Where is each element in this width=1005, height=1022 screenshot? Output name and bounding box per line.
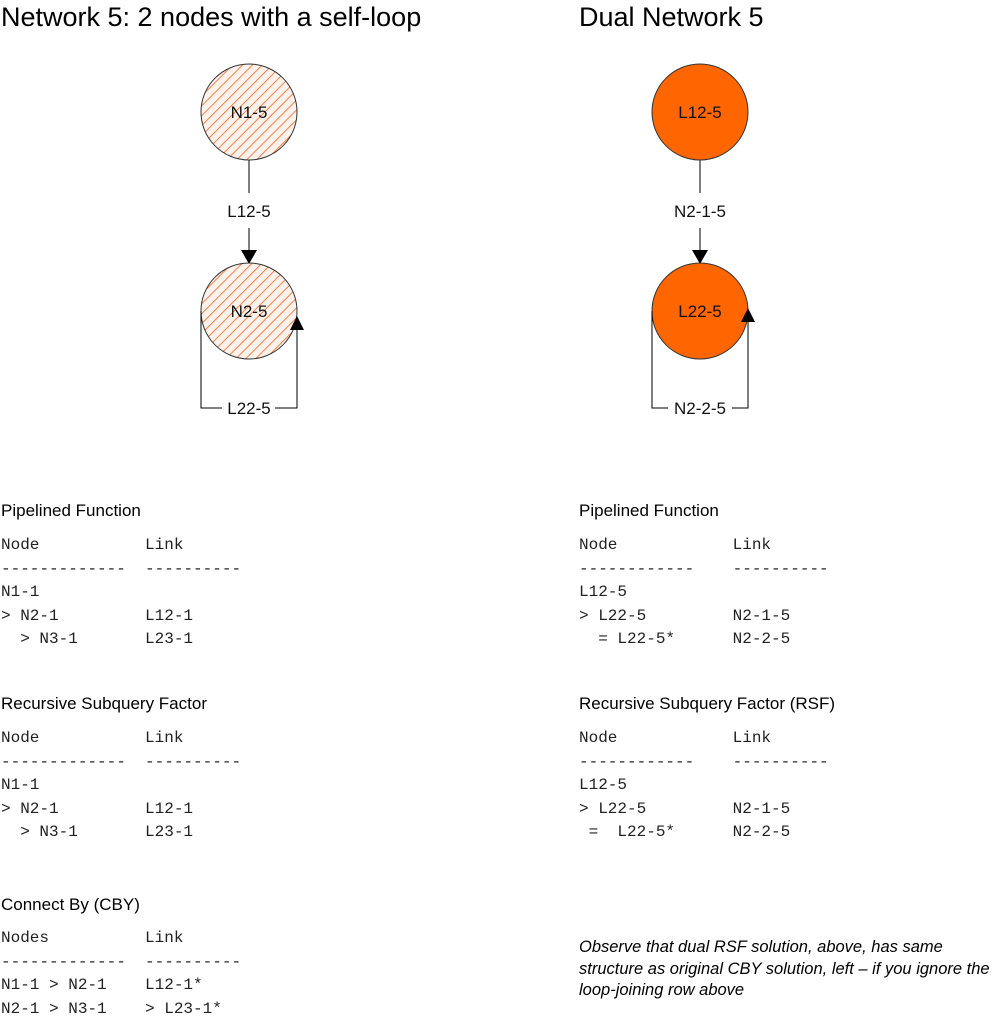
table-rule: ------------ ---------- (579, 752, 829, 771)
left-link-label: L12-5 (227, 202, 270, 221)
left-self-loop-line-right (275, 328, 298, 409)
table-row: = L22-5* N2-2-5 (579, 823, 791, 842)
table-header: Nodes Link (1, 929, 184, 947)
left-section-3-heading: Connect By (CBY) (1, 895, 140, 914)
left-section-1-table: Node Link ------------- ---------- N1-1 > N… (1, 534, 241, 652)
table-row: > L22-5 N2-1-5 (579, 606, 791, 625)
right-network: N2-1-5 L12-5 L22-5 N2-2-5 (651, 63, 755, 418)
right-node-2-label: L22-5 (678, 302, 721, 321)
table-row: N1-1 (1, 776, 40, 795)
right-section-1-table: Node Link ------------ ---------- L12-5 > L… (579, 534, 829, 652)
right-link-label: N2-1-5 (674, 202, 726, 221)
network-diagrams: L12-5 N1-5 N2-5 L22-5 N2-1-5 L12-5 L22-5… (200, 63, 755, 418)
observation-note: Observe that dual RSF solution, above, h… (579, 938, 990, 999)
left-node-2-label: N2-5 (231, 302, 268, 321)
table-row: > N3-1 L23-1 (1, 823, 194, 842)
table-header: Node Link (579, 536, 772, 554)
left-node-1 (200, 63, 298, 161)
left-node-1-label: N1-5 (231, 103, 268, 122)
left-title: Network 5: 2 nodes with a self-loop (1, 2, 422, 32)
left-section-1-heading: Pipelined Function (1, 501, 141, 520)
left-network: L12-5 N1-5 N2-5 L22-5 (200, 63, 304, 418)
left-self-loop-line-left (200, 311, 222, 409)
table-row: > N2-1 L12-1 (1, 799, 194, 818)
table-header: Node Link (1, 729, 184, 747)
table-row: > N2-1 L12-1 (1, 606, 194, 625)
table-row: N1-1 > N2-1 L12-1* (1, 976, 203, 995)
table-rule: ------------- ---------- (1, 559, 242, 578)
table-header: Node Link (1, 536, 184, 554)
left-self-loop-arrowhead (290, 316, 304, 330)
table-row: > L22-5 N2-1-5 (579, 799, 791, 818)
right-node-1-label: L12-5 (678, 103, 721, 122)
table-row: = L22-5* N2-2-5 (579, 630, 791, 649)
right-section-1-heading: Pipelined Function (579, 501, 719, 520)
left-link-arrowhead (241, 250, 257, 264)
table-row: N1-1 (1, 583, 40, 602)
table-row: L12-5 (579, 776, 628, 795)
right-title: Dual Network 5 (579, 2, 764, 32)
left-section-2-table: Node Link ------------- ---------- N1-1 > N… (1, 727, 241, 845)
table-row: L12-5 (579, 583, 628, 602)
left-section-2-heading: Recursive Subquery Factor (1, 694, 207, 713)
right-self-loop-line-right (732, 320, 749, 409)
right-self-loop-line-left (651, 311, 668, 409)
left-section-3-table: Nodes Link ------------- ---------- N1-1 >… (1, 927, 241, 1021)
right-link-arrowhead (692, 250, 708, 264)
table-row: N2-1 > N3-1 > L23-1* (1, 999, 222, 1018)
right-section-2-table: Node Link ------------ ---------- L12-5 > L… (579, 727, 829, 845)
right-self-loop-label: N2-2-5 (674, 399, 726, 418)
table-row: > N3-1 L23-1 (1, 630, 194, 649)
left-self-loop-label: L22-5 (227, 399, 270, 418)
table-rule: ------------ ---------- (579, 559, 829, 578)
right-node-1 (651, 63, 749, 161)
right-self-loop-arrowhead (741, 308, 755, 322)
table-rule: ------------- ---------- (1, 752, 242, 771)
right-section-2-heading: Recursive Subquery Factor (RSF) (579, 694, 836, 713)
table-header: Node Link (579, 729, 772, 747)
table-rule: ------------- ---------- (1, 952, 242, 971)
